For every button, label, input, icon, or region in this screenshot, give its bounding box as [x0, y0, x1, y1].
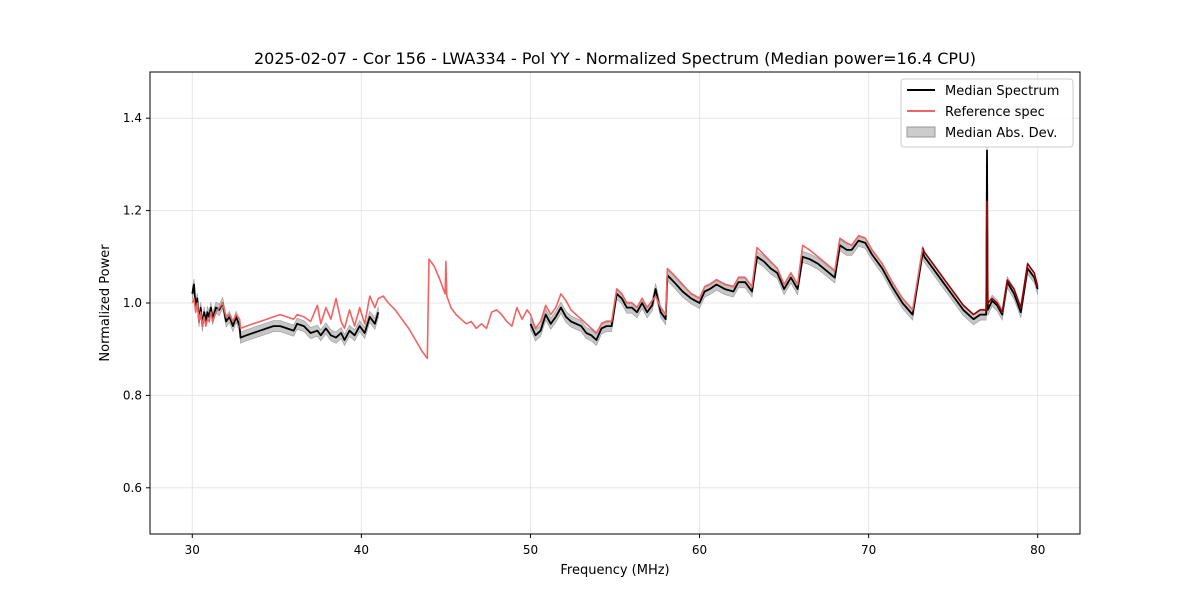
y-tick-label: 1.0	[123, 296, 142, 310]
legend: Median Spectrum Reference spec Median Ab…	[900, 78, 1074, 148]
x-axis-label: Frequency (MHz)	[560, 563, 669, 578]
grid-layer	[150, 72, 1080, 534]
median-spectrum-line	[529, 149, 1039, 341]
y-axis-label: Normalized Power	[98, 244, 113, 362]
y-tick-label: 1.2	[123, 204, 142, 218]
x-tick-label: 70	[861, 543, 876, 557]
chart-title: 2025-02-07 - Cor 156 - LWA334 - Pol YY -…	[254, 49, 976, 68]
reference-spectrum-line	[191, 200, 1039, 360]
y-tick-label: 1.4	[123, 111, 142, 125]
x-tick-label: 50	[523, 543, 538, 557]
median-spectrum-line	[191, 283, 380, 341]
legend-mad-label: Median Abs. Dev.	[945, 126, 1057, 141]
y-tick-label: 0.8	[123, 388, 142, 402]
x-tick-label: 60	[692, 543, 707, 557]
x-tick-label: 80	[1030, 543, 1045, 557]
reference-overlap-line	[922, 200, 1039, 316]
legend-median-label: Median Spectrum	[945, 84, 1059, 99]
tick-layer: 30 40 50 60 70 80 0.6 0.8 1.0 1.2 1.4	[123, 111, 1045, 557]
legend-reference-label: Reference spec	[945, 105, 1045, 120]
legend-frame	[900, 78, 1074, 148]
series-layer	[191, 144, 1039, 360]
x-tick-label: 40	[354, 543, 369, 557]
y-tick-label: 0.6	[123, 481, 142, 495]
legend-mad-swatch	[906, 126, 936, 138]
x-tick-label: 30	[185, 543, 200, 557]
